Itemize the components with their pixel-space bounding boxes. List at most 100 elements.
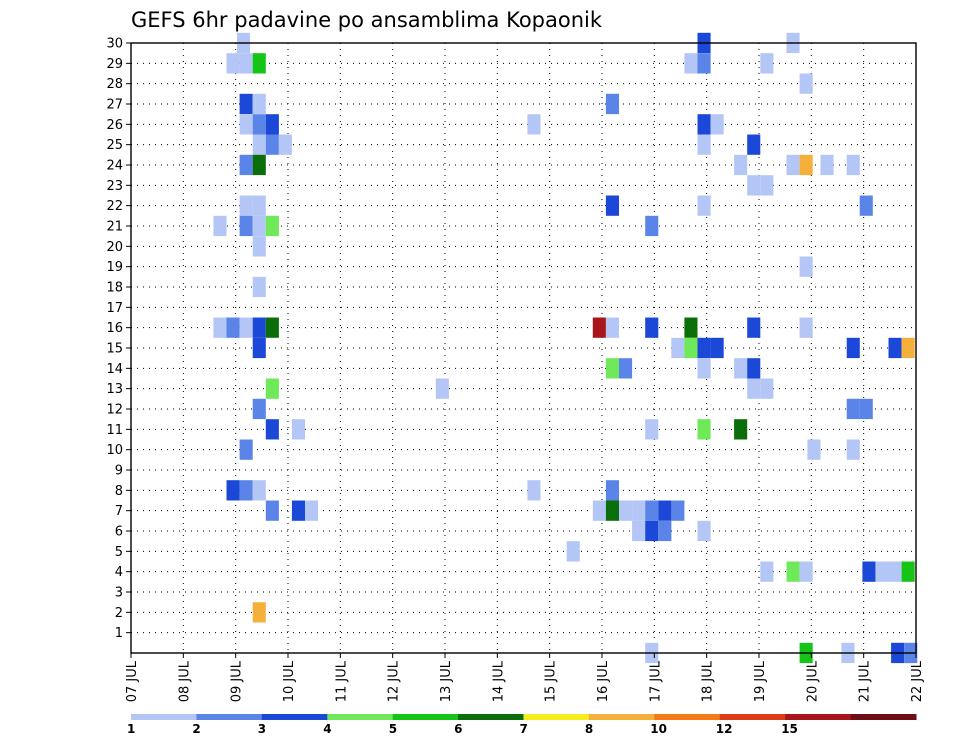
data-cell xyxy=(252,602,266,623)
grid-lines xyxy=(131,43,916,653)
data-cell xyxy=(605,93,619,115)
colorbar-segment xyxy=(458,714,524,720)
data-cells xyxy=(213,32,918,664)
y-tick-label: 23 xyxy=(106,179,123,194)
data-cell xyxy=(697,53,711,74)
colorbar-label: 7 xyxy=(520,722,528,736)
data-cell xyxy=(875,561,889,582)
data-cell xyxy=(734,419,748,440)
y-tick-label: 25 xyxy=(106,138,123,153)
data-cell xyxy=(734,358,748,379)
y-tick-label: 13 xyxy=(106,382,123,397)
y-tick-label: 9 xyxy=(115,464,123,479)
data-cell xyxy=(684,337,698,359)
y-axis-ticks: 1234567891011121314151617181920212223242… xyxy=(106,37,131,641)
data-cell xyxy=(213,215,227,237)
y-tick-label: 7 xyxy=(115,504,123,519)
y-tick-label: 28 xyxy=(106,77,123,92)
chart-title: GEFS 6hr padavine po ansamblima Kopaonik xyxy=(131,8,603,32)
colorbar-label: 3 xyxy=(258,722,266,736)
y-tick-label: 1 xyxy=(115,626,123,641)
data-cell xyxy=(252,93,266,115)
data-cell xyxy=(265,215,279,237)
x-tick-label: 20 JUL xyxy=(805,660,820,702)
y-tick-label: 12 xyxy=(106,403,123,418)
x-tick-label: 14 JUL xyxy=(491,660,506,702)
y-tick-label: 5 xyxy=(115,545,123,560)
data-cell xyxy=(888,337,902,359)
data-cell xyxy=(239,114,253,135)
data-cell xyxy=(527,480,541,501)
data-cell xyxy=(239,439,253,460)
data-cell xyxy=(305,500,319,521)
data-cell xyxy=(799,256,813,277)
data-cell xyxy=(760,378,774,399)
colorbar-label: 10 xyxy=(650,722,667,736)
data-cell xyxy=(747,175,761,196)
data-cell xyxy=(252,317,266,338)
data-cell xyxy=(734,154,748,176)
data-cell xyxy=(265,500,279,521)
data-cell xyxy=(632,500,646,521)
colorbar-label: 1 xyxy=(127,722,135,736)
data-cell xyxy=(901,561,915,582)
y-tick-label: 26 xyxy=(106,118,123,133)
y-tick-label: 6 xyxy=(115,525,123,540)
data-cell xyxy=(645,317,659,338)
data-cell xyxy=(265,317,279,338)
colorbar-label: 6 xyxy=(454,722,462,736)
y-tick-label: 20 xyxy=(106,240,123,255)
colorbar-segment xyxy=(785,714,852,720)
x-tick-label: 07 JUL xyxy=(125,660,140,702)
data-cell xyxy=(697,419,711,440)
data-cell xyxy=(747,358,761,379)
data-cell xyxy=(760,175,774,196)
data-cell xyxy=(710,337,724,359)
data-cell xyxy=(760,561,774,582)
data-cell xyxy=(645,520,659,542)
data-cell xyxy=(671,500,685,521)
data-cell xyxy=(226,317,240,338)
data-cell xyxy=(684,317,698,338)
data-cell xyxy=(566,541,580,562)
data-cell xyxy=(799,561,813,582)
colorbar-segment xyxy=(392,714,459,720)
data-cell xyxy=(252,215,266,237)
data-cell xyxy=(846,439,860,460)
data-cell xyxy=(291,419,305,440)
data-cell xyxy=(291,500,305,521)
x-tick-label: 17 JUL xyxy=(648,660,663,702)
data-cell xyxy=(239,195,253,216)
data-cell xyxy=(859,398,873,420)
data-cell xyxy=(862,561,876,582)
data-cell xyxy=(747,317,761,338)
data-cell xyxy=(697,358,711,379)
data-cell xyxy=(859,195,873,216)
y-tick-label: 3 xyxy=(115,586,123,601)
data-cell xyxy=(846,398,860,420)
data-cell xyxy=(252,276,266,298)
y-tick-label: 19 xyxy=(106,260,123,275)
data-cell xyxy=(901,337,915,359)
data-cell xyxy=(684,53,698,74)
data-cell xyxy=(239,215,253,237)
data-cell xyxy=(786,154,800,176)
y-tick-label: 21 xyxy=(106,220,123,235)
colorbar-segment xyxy=(131,714,197,720)
x-tick-label: 19 JUL xyxy=(753,660,768,702)
data-cell xyxy=(658,520,672,542)
data-cell xyxy=(605,195,619,216)
colorbar-label: 2 xyxy=(192,722,200,736)
data-cell xyxy=(710,114,724,135)
data-cell xyxy=(697,134,711,155)
x-tick-label: 12 JUL xyxy=(387,660,402,702)
data-cell xyxy=(807,439,821,460)
data-cell xyxy=(239,93,253,115)
x-tick-label: 18 JUL xyxy=(701,660,716,702)
data-cell xyxy=(799,154,813,176)
y-tick-label: 10 xyxy=(106,443,123,458)
x-tick-label: 10 JUL xyxy=(282,660,297,702)
data-cell xyxy=(252,53,266,74)
data-cell xyxy=(265,378,279,399)
